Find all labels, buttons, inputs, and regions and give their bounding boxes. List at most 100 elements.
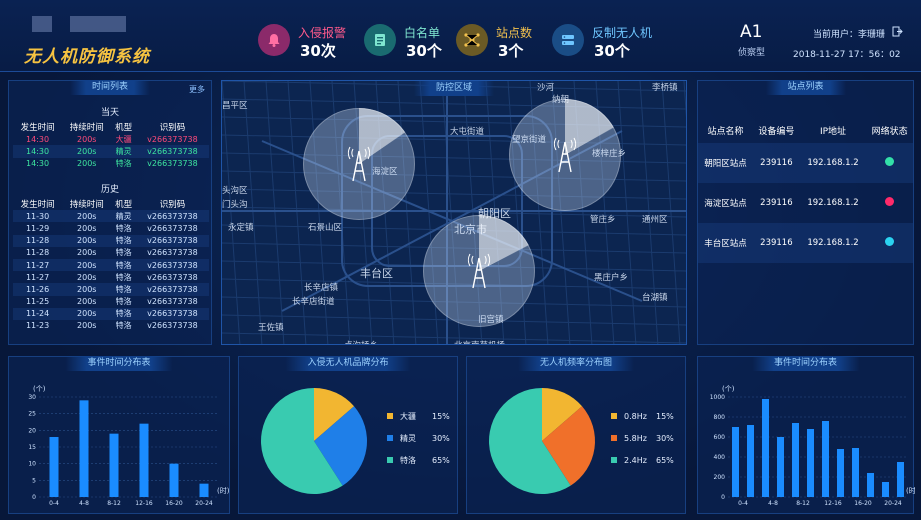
station-list-panel: 站点列表 站点名称 设备编号 IP地址 网络状态 朝阳区站点 239116 19… [697,80,914,345]
x-axis-unit: (时) [906,486,915,495]
event-list-panel: 时间列表 更多 当天 发生时间 持续时间 机型 识别码 14:30 200s 大… [8,80,212,345]
logout-icon[interactable] [892,26,903,37]
legend-label: 0.8Hz [624,412,647,421]
table-row[interactable]: 14:30 200s 特洛 v266373738 [13,158,209,170]
pie-slice [261,388,343,494]
bar-chart: (个) 0 5 10 15 20 25 30 0-4 4-8 8-12 12-16 16-20 20-24… [28,385,229,507]
table-row[interactable]: 11-25 200s 特洛 v266373738 [13,296,209,308]
cell-type: 特洛 [111,258,136,272]
y-tick-label: 0 [721,494,725,501]
bar [852,448,859,497]
table-row[interactable]: 11-27 200s 特洛 v266373738 [13,258,209,272]
cell-code: v266373738 [147,297,198,307]
column-header: 站点名称 [707,126,744,137]
legend-swatch [611,457,617,463]
table-row[interactable]: 海淀区站点 239116 192.168.1.2 [698,183,913,223]
bar [777,437,784,497]
table-row[interactable]: 朝阳区站点 239116 192.168.1.2 [698,143,913,183]
cell-type: 特洛 [115,223,132,233]
cell-code: v266373738 [147,134,198,144]
logo-mark [70,16,126,32]
coverage-circle-haidian[interactable] [303,108,415,220]
pie-slice [489,388,571,494]
station-table: 站点名称 设备编号 IP地址 网络状态 朝阳区站点 239116 192.168… [698,117,913,263]
stat-label: 反制无人机 [592,26,653,40]
bar [49,437,59,497]
legend-swatch [387,435,393,441]
legend-label: 大疆 [400,411,416,421]
stat-label: 站点数 [496,26,533,40]
cell-duration: 200s [77,321,97,331]
map-place-label: 长辛店街道 [292,297,335,307]
x-tick-label: 0-4 [738,500,748,507]
header-bar: 无人机防御系统 入侵报警 30次 白名单 30个 站点数 3个 反制无人机 30… [0,0,921,72]
table-row[interactable]: 11-28 200s 特洛 v266373738 [13,234,209,247]
cell-code: v266373738 [147,159,198,169]
status-cell [866,183,913,223]
y-tick-label: 10 [28,461,36,468]
cell-type: 特洛 [115,248,132,258]
radar-sweep [303,108,415,220]
map-place-label: 黑庄户乡 [594,273,629,283]
cell-type: 特洛 [115,159,132,169]
map-place-label: 门头沟 [222,200,248,210]
x-tick-label: 8-12 [796,500,810,507]
table-row[interactable]: 11-28 200s 特洛 v266373738 [13,247,209,259]
map-place-label: 永定镇 [228,223,254,233]
column-header: 识别码 [159,123,186,134]
cell-code: v266373738 [135,283,209,296]
table-row[interactable]: 11-26 200s 特洛 v266373738 [13,283,209,296]
legend-swatch [611,435,617,441]
stat-value: 30次 [300,42,336,60]
y-tick-label: 25 [28,411,36,418]
status-dot [885,237,895,246]
cell-type: 特洛 [111,234,136,247]
map-place-label: 昌平区 [222,101,248,111]
y-tick-label: 0 [32,494,36,501]
pie-chart: 0.8Hz 15% 5.8Hz 30% 2.4Hz 65% [489,388,674,494]
cell-time: 11-30 [13,210,63,223]
pie-chart: 大疆 15% 精灵 30% 特洛 65% [261,388,450,494]
coverage-circle-fengtai[interactable] [423,215,535,327]
legend-label: 5.8Hz [624,434,647,443]
panel-title: 防控区域 [413,81,495,96]
logo-mark [32,16,52,32]
table-row[interactable]: 11-23 200s 特洛 v266373738 [13,320,209,332]
x-tick-label: 4-8 [768,500,778,507]
table-row[interactable]: 11-27 200s 特洛 v266373738 [13,271,209,283]
coverage-circle-chaoyang[interactable] [509,99,621,211]
stat-label: 入侵报警 [298,26,347,40]
table-row[interactable]: 11-30 200s 精灵 v266373738 [13,210,209,223]
more-link[interactable]: 更多 [189,85,205,94]
defense-area-map[interactable]: 防控区域 沙河纳朝李桥镇昌平区大屯街道望京街道海淀区楼梓庄乡头沟区门头沟永定镇石… [221,80,687,345]
table-row[interactable]: 14:30 200s 大疆 v266373738 [13,133,209,145]
station-name: 朝阳区站点 [698,143,754,183]
column-header: 发生时间 [20,123,55,134]
table-row[interactable]: 11-29 200s 特洛 v266373738 [13,222,209,234]
legend-label: 特洛 [400,455,416,465]
panel-title: 时间列表 [69,80,151,95]
mode-label: A1 [740,22,763,42]
bar [732,427,739,497]
map-place-label: 沙河 [537,83,555,93]
map-place-label: 王佐镇 [258,323,284,333]
bar [109,433,119,497]
cell-code: v266373738 [135,234,209,247]
panel-title: 站点列表 [765,80,846,95]
column-header: 设备编号 [758,126,795,137]
table-row[interactable]: 11-24 200s 特洛 v266373738 [13,307,209,320]
y-tick-label: 30 [28,394,36,401]
legend-swatch [387,413,393,419]
table-header-row: 发生时间 持续时间 机型 识别码 [13,198,209,210]
cell-code: v266373738 [135,210,209,223]
table-row[interactable]: 丰台区站点 239116 192.168.1.2 [698,223,913,263]
cell-type: 精灵 [111,145,136,158]
pie-slice [542,406,595,486]
status-cell [866,223,913,263]
status-dot [885,157,895,166]
map-place-label: 北京南苑机场 [454,339,505,344]
cell-type: 特洛 [111,283,136,296]
table-row[interactable]: 14:30 200s 精灵 v266373738 [13,145,209,158]
table-header-row: 站点名称 设备编号 IP地址 网络状态 [698,117,913,143]
map-place-label: 李桥镇 [652,83,678,93]
